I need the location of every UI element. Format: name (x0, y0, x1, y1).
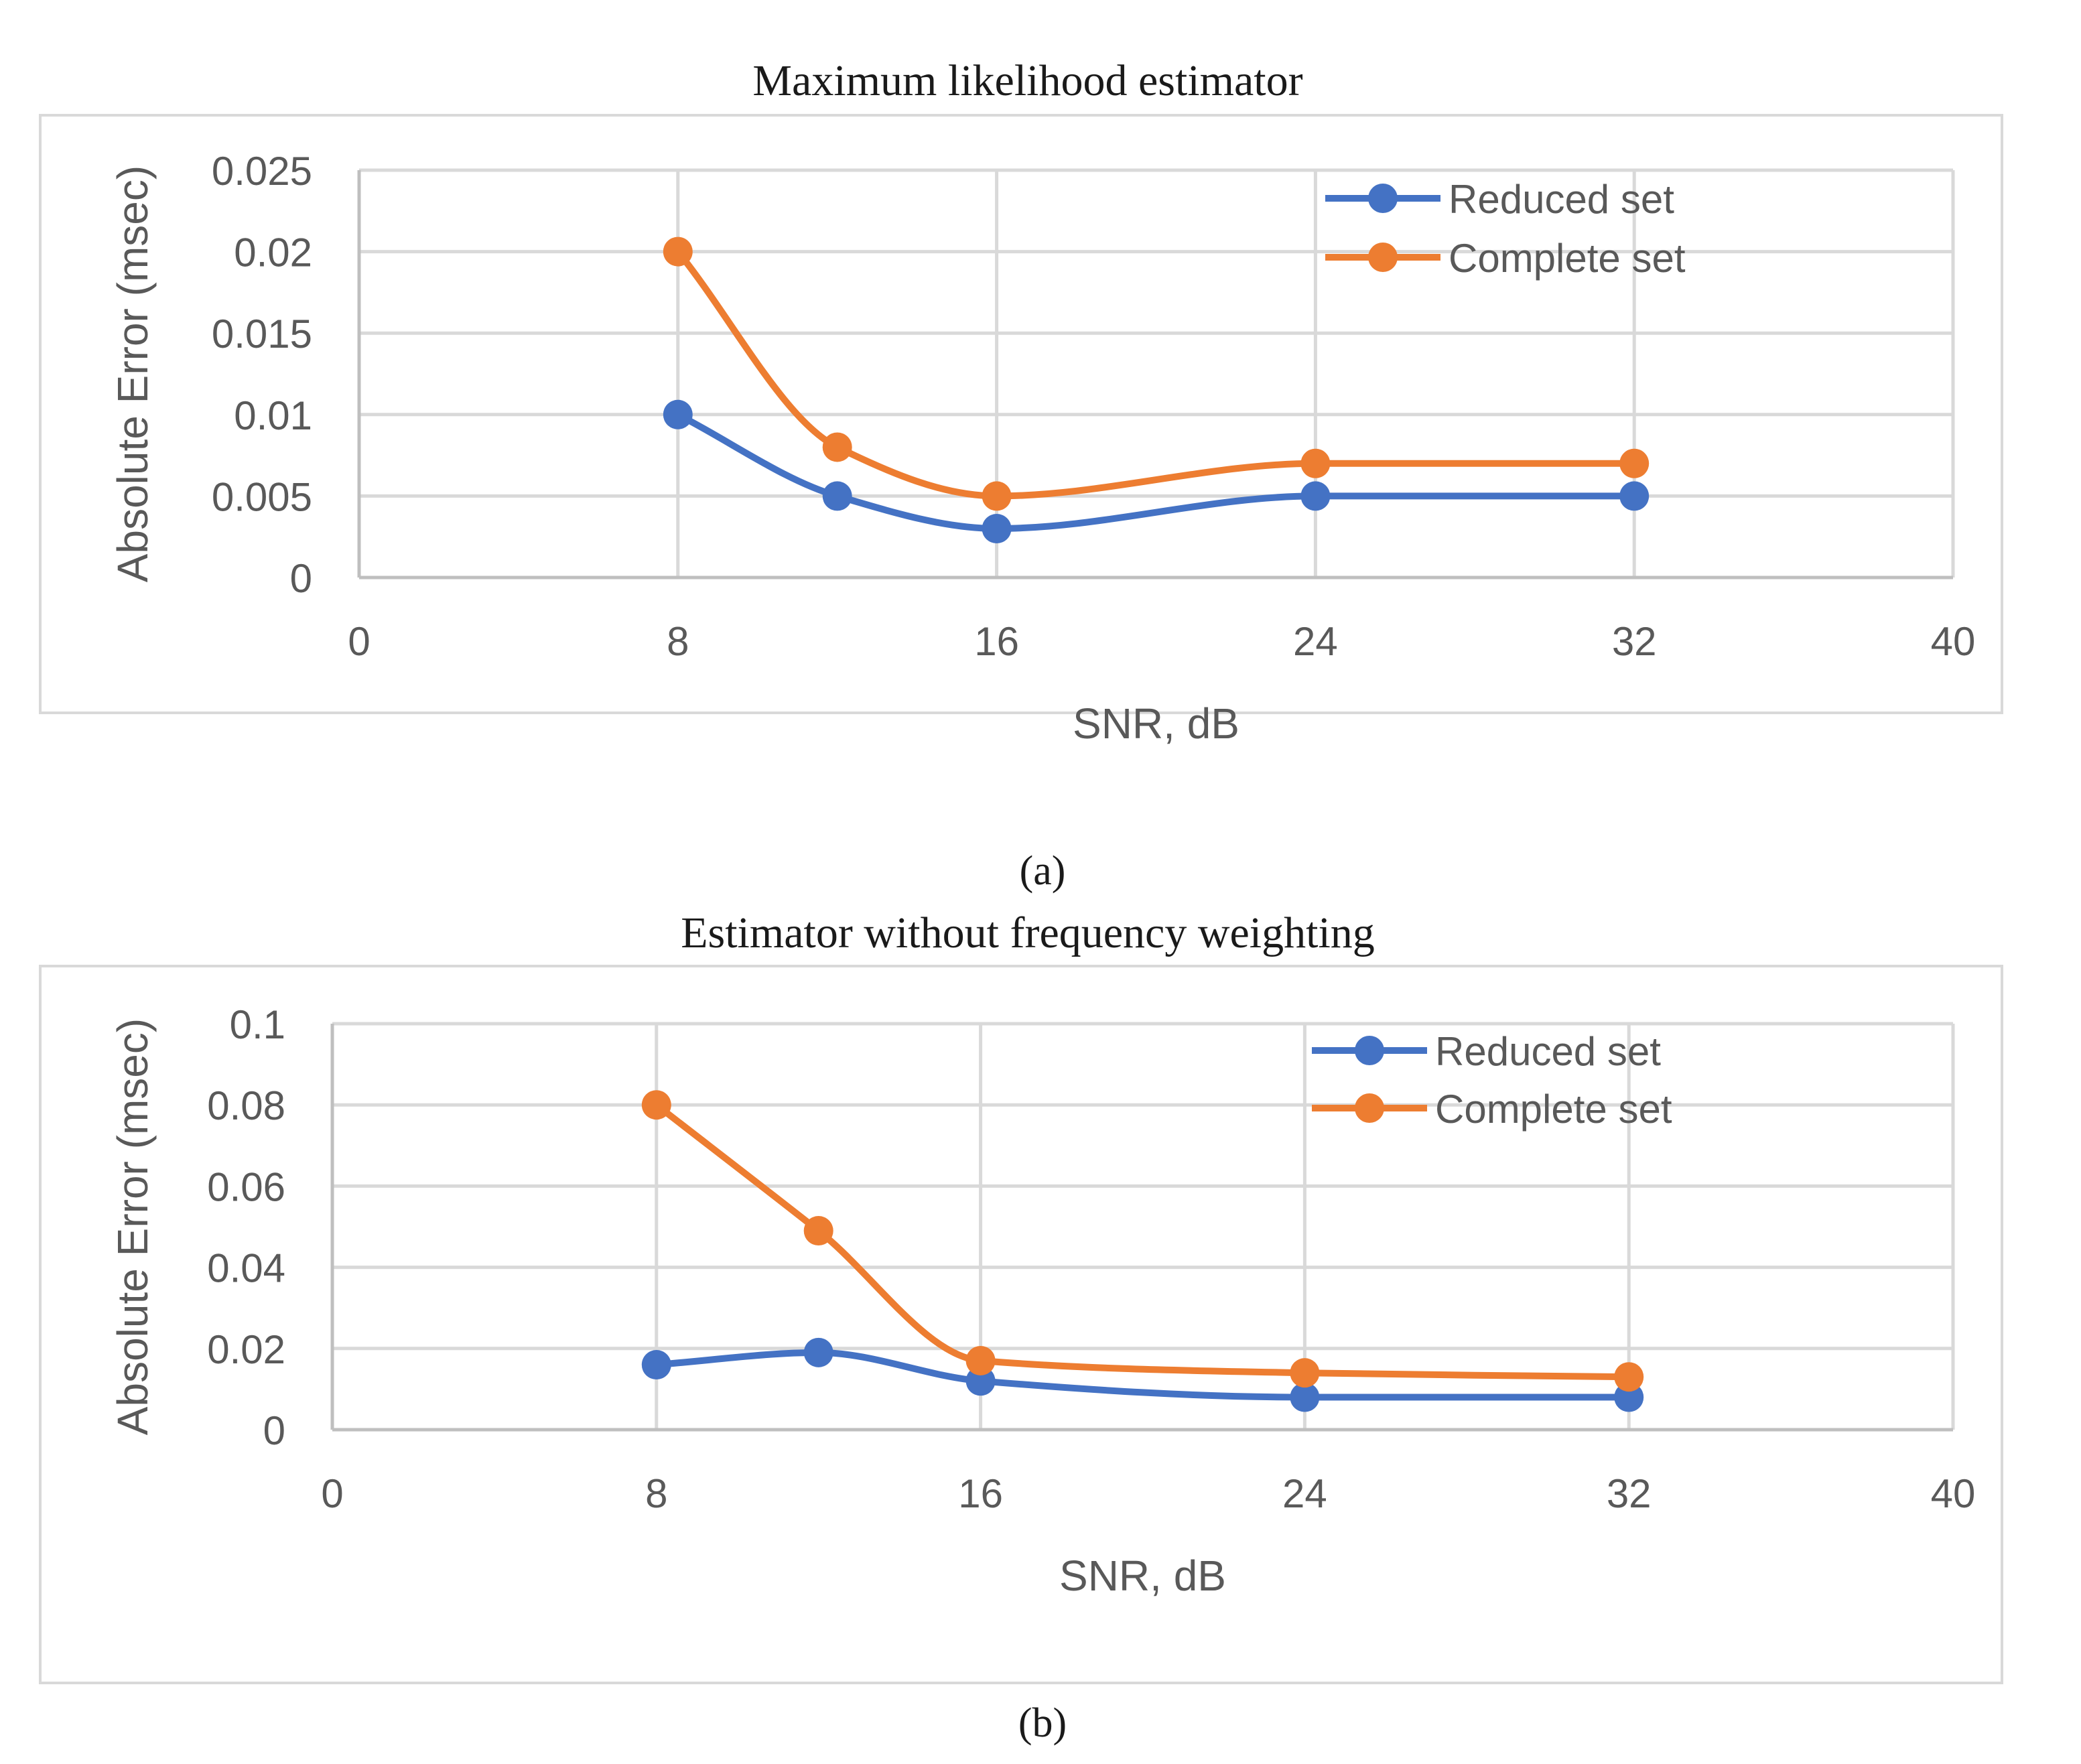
chart-area-frame (39, 965, 2003, 1684)
legend-label: Complete set (1449, 236, 1686, 281)
x-tick-label: 24 (1293, 619, 1338, 664)
y-tick-label: 0.02 (234, 230, 312, 275)
y-tick-label: 0.02 (207, 1327, 285, 1372)
chart-title: Maximum likelihood estimator (752, 56, 1302, 105)
x-tick-label: 40 (1931, 1471, 1976, 1516)
data-point (1619, 448, 1650, 478)
legend-label: Reduced set (1449, 177, 1674, 222)
y-tick-label: 0.08 (207, 1083, 285, 1128)
data-point (641, 1350, 671, 1380)
series-reduced-set (663, 399, 1650, 544)
x-tick-label: 16 (974, 619, 1019, 664)
data-point (1614, 1382, 1644, 1412)
y-tick-label: 0.005 (212, 474, 312, 519)
legend-marker (1355, 1036, 1384, 1065)
y-tick-label: 0 (290, 556, 312, 601)
y-axis-label: Absolute Error (msec) (109, 165, 157, 582)
series-line (674, 411, 1638, 532)
legend: Reduced set Complete set (1325, 177, 1686, 281)
x-tick-label: 40 (1931, 619, 1976, 664)
y-tick-label: 0.1 (230, 1002, 285, 1047)
x-tick-label: 16 (958, 1471, 1003, 1516)
x-tick-label: 24 (1282, 1471, 1327, 1516)
series-line (674, 248, 1638, 500)
data-point (1300, 481, 1331, 511)
x-tick-label: 8 (645, 1471, 667, 1516)
x-axis-label: SNR, dB (1073, 699, 1239, 748)
data-point (663, 399, 693, 429)
legend: Reduced set Complete set (1312, 1029, 1672, 1132)
y-tick-label: 0.01 (234, 393, 312, 438)
data-point (982, 481, 1012, 511)
chart-title: Estimator without frequency weighting (681, 908, 1375, 957)
data-point (1614, 1362, 1644, 1392)
chart-panel-b: Estimator without frequency weighting 0 0.… (39, 908, 2003, 1746)
data-point (641, 1090, 671, 1120)
y-tick-label: 0 (263, 1408, 285, 1453)
legend-label: Reduced set (1435, 1029, 1661, 1074)
legend-marker (1368, 184, 1398, 213)
series-reduced-set (641, 1337, 1644, 1412)
series-line (653, 1349, 1633, 1401)
y-axis-label: Absolute Error (msec) (109, 1018, 157, 1435)
y-tick-label: 0.025 (212, 149, 312, 194)
data-point (1619, 481, 1650, 511)
x-axis-label: SNR, dB (1059, 1552, 1226, 1600)
legend-label: Complete set (1435, 1087, 1672, 1132)
data-point (803, 1337, 833, 1367)
data-point (803, 1216, 833, 1246)
data-point (1290, 1358, 1320, 1388)
data-point (965, 1366, 996, 1396)
y-tick-label: 0.04 (207, 1246, 285, 1291)
x-tick-label: 32 (1607, 1471, 1652, 1516)
panel-caption: (b) (1018, 1700, 1067, 1746)
series-complete-set (641, 1090, 1644, 1392)
data-point (1290, 1382, 1320, 1412)
series-complete-set (663, 236, 1650, 511)
data-point (663, 236, 693, 267)
panel-caption: (a) (1020, 848, 1066, 894)
data-point (822, 432, 852, 462)
x-tick-label: 0 (348, 619, 370, 664)
x-tick-label: 0 (321, 1471, 343, 1516)
data-point (822, 481, 852, 511)
y-tick-label: 0.06 (207, 1164, 285, 1209)
y-tick-label: 0.015 (212, 312, 312, 356)
data-point (1300, 448, 1331, 478)
data-point (965, 1345, 996, 1375)
x-tick-label: 8 (667, 619, 689, 664)
legend-marker (1355, 1093, 1384, 1123)
legend-marker (1368, 243, 1398, 272)
x-tick-label: 32 (1612, 619, 1657, 664)
chart-panel-a: Maximum likelihood estimator 0 0.005 0.01 0.… (39, 56, 2003, 894)
series-line (653, 1101, 1633, 1381)
data-point (982, 514, 1012, 544)
